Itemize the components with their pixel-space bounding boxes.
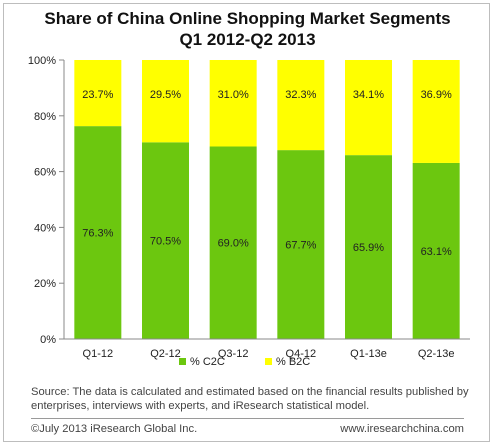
data-label-c2c: 76.3% bbox=[82, 228, 113, 240]
footer-divider bbox=[31, 418, 464, 419]
data-label-b2c: 32.3% bbox=[285, 89, 316, 101]
copyright-text: ©July 2013 iResearch Global Inc. bbox=[31, 423, 198, 435]
data-label-c2c: 65.9% bbox=[353, 242, 384, 254]
x-tick-label: Q1-12 bbox=[83, 348, 114, 360]
bar-b2c bbox=[209, 60, 257, 147]
website-url: www.iresearchchina.com bbox=[340, 423, 464, 435]
y-tick-label: 40% bbox=[34, 222, 56, 234]
source-note: Source: The data is calculated and estim… bbox=[31, 386, 469, 412]
legend-label: % B2C bbox=[276, 356, 310, 368]
legend-swatch bbox=[179, 358, 186, 365]
data-label-c2c: 67.7% bbox=[285, 240, 316, 252]
bar-c2c bbox=[345, 155, 392, 339]
bar-b2c bbox=[345, 60, 392, 156]
bar-c2c bbox=[74, 126, 122, 339]
x-tick-label: Q1-13e bbox=[350, 348, 387, 360]
legend-swatch bbox=[265, 358, 272, 365]
bar-c2c bbox=[412, 162, 460, 339]
chart-title-line2: Q1 2012-Q2 2013 bbox=[179, 30, 316, 49]
y-tick-label: 60% bbox=[34, 167, 56, 179]
bar-c2c bbox=[277, 150, 325, 339]
data-label-b2c: 31.0% bbox=[218, 89, 249, 101]
x-tick-label: Q4-12 bbox=[286, 348, 317, 360]
legend-label: % C2C bbox=[190, 356, 225, 368]
bar-b2c bbox=[412, 60, 460, 163]
data-label-b2c: 36.9% bbox=[421, 89, 452, 101]
data-label-c2c: 70.5% bbox=[150, 236, 181, 248]
chart-title-line1: Share of China Online Shopping Market Se… bbox=[44, 9, 451, 28]
bar-b2c bbox=[277, 60, 325, 151]
bar-b2c bbox=[74, 60, 122, 127]
x-tick-label: Q2-13e bbox=[418, 348, 455, 360]
x-tick-label: Q3-12 bbox=[218, 348, 249, 360]
bar-c2c bbox=[142, 142, 189, 339]
data-label-c2c: 69.0% bbox=[218, 238, 249, 250]
data-label-c2c: 63.1% bbox=[421, 246, 452, 258]
y-tick-label: 0% bbox=[40, 334, 56, 346]
y-tick-label: 20% bbox=[34, 278, 56, 290]
data-label-b2c: 34.1% bbox=[353, 89, 384, 101]
data-label-b2c: 29.5% bbox=[150, 89, 181, 101]
bar-b2c bbox=[142, 60, 189, 143]
y-tick-label: 80% bbox=[34, 111, 56, 123]
y-tick-label: 100% bbox=[28, 55, 56, 67]
x-tick-label: Q2-12 bbox=[150, 348, 181, 360]
bar-c2c bbox=[209, 146, 257, 339]
data-label-b2c: 23.7% bbox=[82, 89, 113, 101]
